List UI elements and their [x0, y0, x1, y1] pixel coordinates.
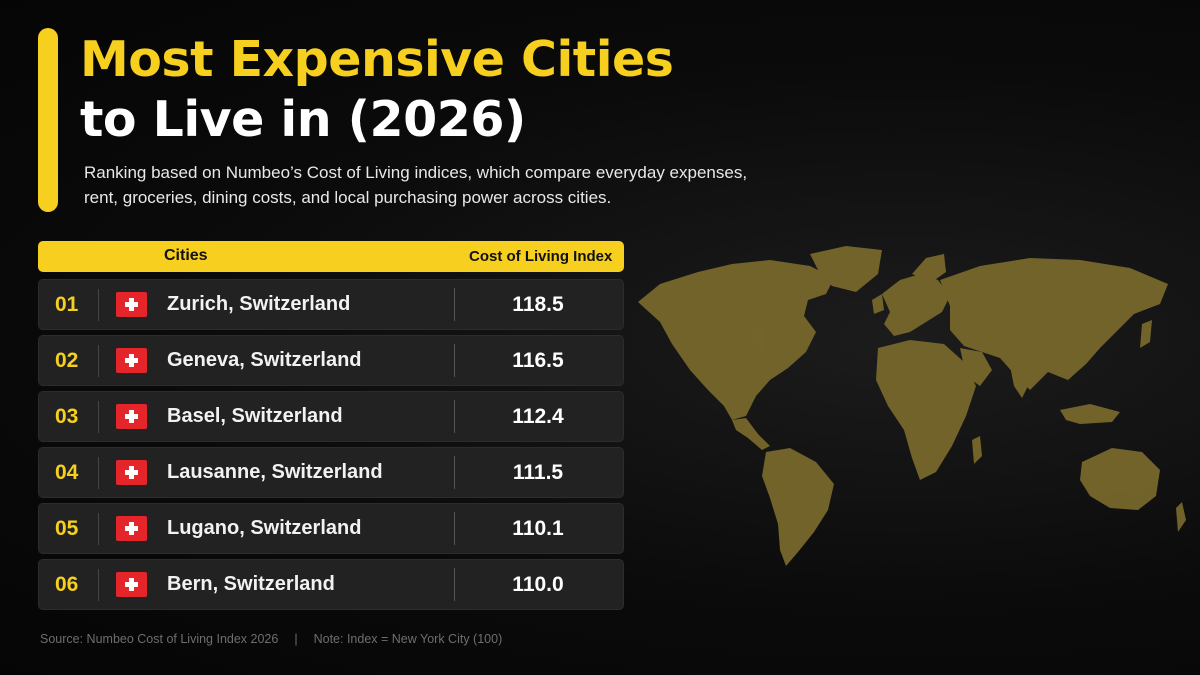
- rank-label: 05: [55, 517, 79, 540]
- row-divider: [98, 457, 99, 489]
- index-value: 116.5: [512, 349, 564, 372]
- swiss-flag-icon: [116, 460, 147, 485]
- row-divider: [454, 512, 455, 545]
- row-divider: [454, 568, 455, 601]
- row-divider: [454, 400, 455, 433]
- header-cities: Cities: [164, 247, 208, 264]
- row-divider: [454, 344, 455, 377]
- table-row: 06 Bern, Switzerland 110.0: [38, 559, 624, 610]
- table-row: 02 Geneva, Switzerland 116.5: [38, 335, 624, 386]
- footer-divider: |: [294, 632, 298, 646]
- index-value: 112.4: [512, 405, 564, 428]
- world-map-icon: [638, 246, 1186, 566]
- city-name: Geneva, Switzerland: [167, 349, 362, 371]
- header-cost-of-living-index: Cost of Living Index: [469, 248, 613, 265]
- rank-label: 04: [55, 461, 79, 484]
- row-divider: [98, 513, 99, 545]
- table-row: 03 Basel, Switzerland 112.4: [38, 391, 624, 442]
- index-note-text: Note: Index = New York City (100): [313, 632, 503, 646]
- table-row: 04 Lausanne, Switzerland 111.5: [38, 447, 624, 498]
- row-divider: [98, 401, 99, 433]
- title-line-1: Most Expensive Cities: [80, 31, 674, 88]
- page-title: Most Expensive Cities to Live in (2026): [80, 30, 674, 150]
- index-value: 118.5: [512, 293, 564, 316]
- city-name: Lugano, Switzerland: [167, 517, 362, 539]
- row-divider: [454, 288, 455, 321]
- title-accent-bar: [38, 28, 58, 212]
- index-value: 111.5: [512, 461, 564, 484]
- table-row: 05 Lugano, Switzerland 110.1: [38, 503, 624, 554]
- swiss-flag-icon: [116, 516, 147, 541]
- city-name: Zurich, Switzerland: [167, 293, 351, 315]
- row-divider: [454, 456, 455, 489]
- source-text: Source: Numbeo Cost of Living Index 2026: [40, 632, 279, 646]
- city-name: Bern, Switzerland: [167, 573, 335, 595]
- footer-note: Source: Numbeo Cost of Living Index 2026…: [40, 632, 502, 646]
- city-ranking-list: 01 Zurich, Switzerland 118.5 02 Geneva, …: [38, 279, 624, 615]
- index-value: 110.1: [512, 517, 564, 540]
- swiss-flag-icon: [116, 348, 147, 373]
- table-row: 01 Zurich, Switzerland 118.5: [38, 279, 624, 330]
- swiss-flag-icon: [116, 404, 147, 429]
- title-line-2: to Live in (2026): [80, 91, 526, 148]
- rank-label: 03: [55, 405, 79, 428]
- swiss-flag-icon: [116, 292, 147, 317]
- row-divider: [98, 289, 99, 321]
- row-divider: [98, 345, 99, 377]
- city-name: Lausanne, Switzerland: [167, 461, 383, 483]
- rank-label: 06: [55, 573, 79, 596]
- city-name: Basel, Switzerland: [167, 405, 343, 427]
- table-header: Cities Cost of Living Index: [38, 241, 624, 272]
- swiss-flag-icon: [116, 572, 147, 597]
- rank-label: 01: [55, 293, 79, 316]
- row-divider: [98, 569, 99, 601]
- index-value: 110.0: [512, 573, 564, 596]
- subtitle: Ranking based on Numbeo’s Cost of Living…: [84, 163, 748, 207]
- rank-label: 02: [55, 349, 79, 372]
